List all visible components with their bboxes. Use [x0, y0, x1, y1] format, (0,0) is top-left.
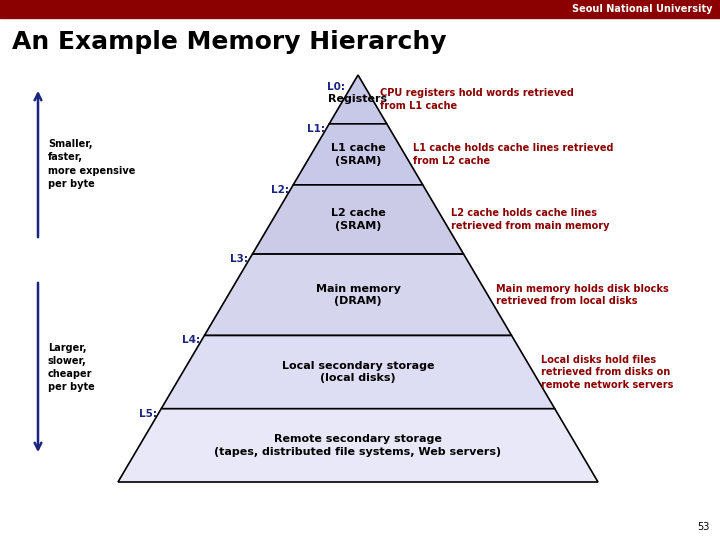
Text: Main memory
(DRAM): Main memory (DRAM)	[315, 284, 400, 306]
Text: Main memory holds disk blocks
retrieved from local disks: Main memory holds disk blocks retrieved …	[495, 284, 668, 306]
Polygon shape	[329, 75, 387, 124]
Text: An Example Memory Hierarchy: An Example Memory Hierarchy	[12, 30, 446, 54]
Polygon shape	[253, 185, 464, 254]
Text: L4:: L4:	[182, 335, 200, 346]
Text: L1:: L1:	[307, 124, 325, 134]
Text: Seoul National University: Seoul National University	[572, 4, 712, 14]
Text: L2:: L2:	[271, 185, 289, 195]
Text: CPU registers hold words retrieved
from L1 cache: CPU registers hold words retrieved from …	[380, 88, 575, 111]
Text: L1 cache holds cache lines retrieved
from L2 cache: L1 cache holds cache lines retrieved fro…	[413, 143, 613, 166]
Text: L0:: L0:	[328, 82, 346, 92]
Text: Larger,
slower,
cheaper
per byte: Larger, slower, cheaper per byte	[48, 343, 95, 392]
Text: L2 cache
(SRAM): L2 cache (SRAM)	[330, 208, 385, 231]
Text: Local disks hold files
retrieved from disks on
remote network servers: Local disks hold files retrieved from di…	[541, 355, 674, 389]
Text: Registers: Registers	[328, 94, 387, 104]
Text: L1 cache
(SRAM): L1 cache (SRAM)	[330, 143, 385, 166]
Polygon shape	[204, 254, 512, 335]
Text: Remote secondary storage
(tapes, distributed file systems, Web servers): Remote secondary storage (tapes, distrib…	[215, 434, 502, 456]
Text: L5:: L5:	[139, 409, 157, 419]
Bar	[0, 0, 720, 18]
Text: 53: 53	[698, 522, 710, 532]
Text: L3:: L3:	[230, 254, 248, 264]
Text: L2 cache holds cache lines
retrieved from main memory: L2 cache holds cache lines retrieved fro…	[451, 208, 610, 231]
Polygon shape	[293, 124, 423, 185]
Polygon shape	[161, 335, 555, 409]
Polygon shape	[118, 409, 598, 482]
Text: Smaller,
faster,
more expensive
per byte: Smaller, faster, more expensive per byte	[48, 139, 135, 189]
Text: Local secondary storage
(local disks): Local secondary storage (local disks)	[282, 361, 434, 383]
